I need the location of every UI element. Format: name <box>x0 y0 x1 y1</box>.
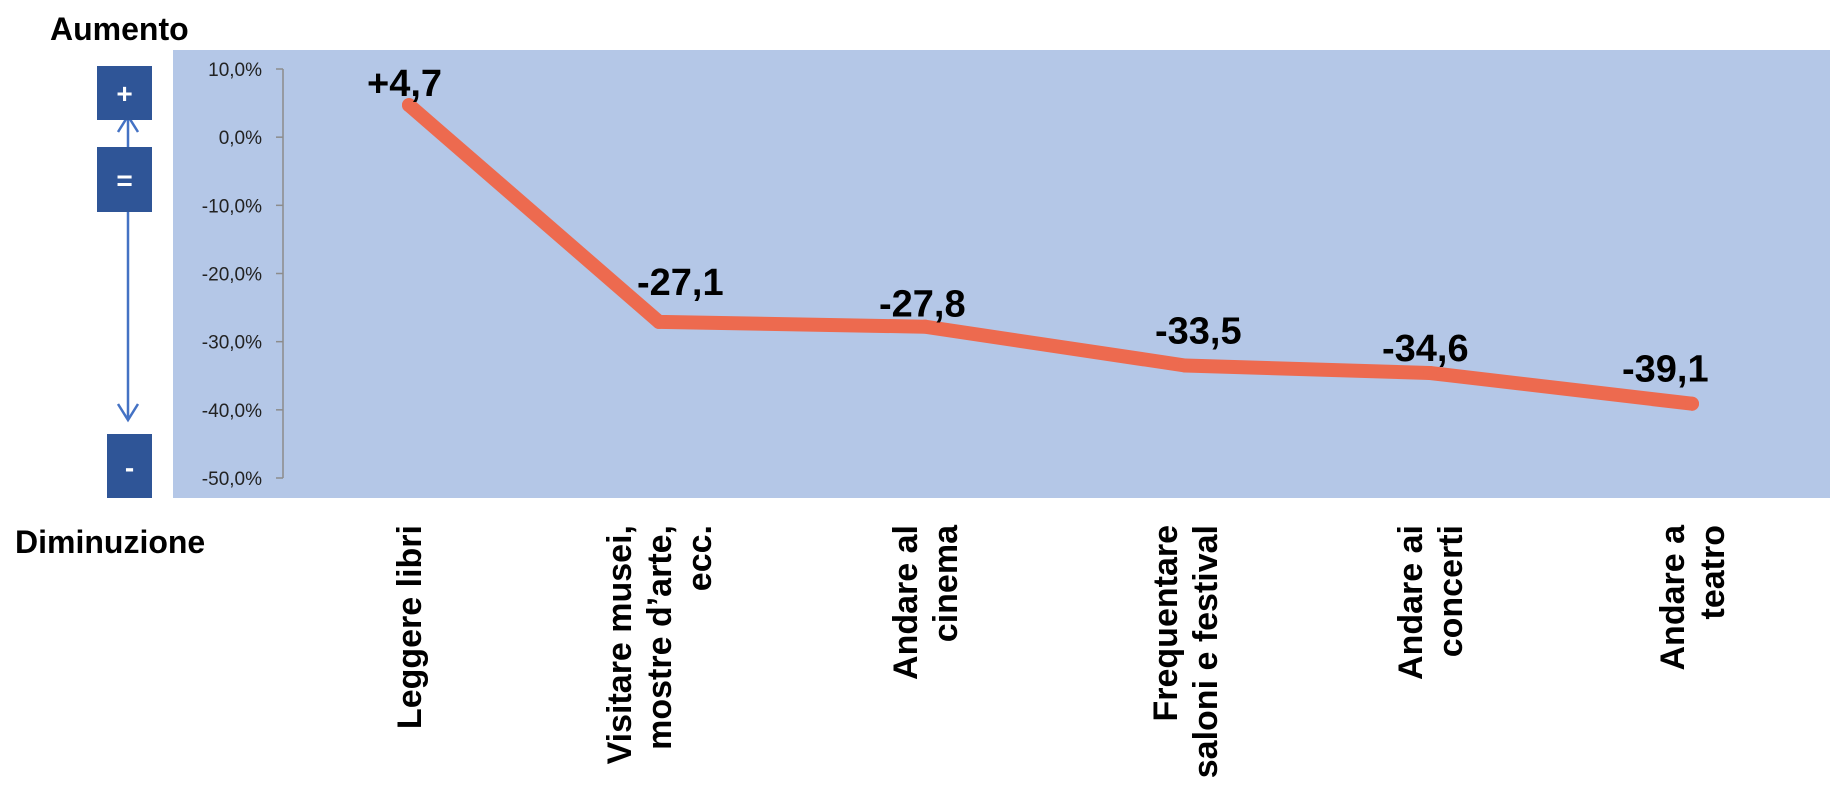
data-label: -27,8 <box>879 284 966 326</box>
data-label: -34,6 <box>1382 328 1469 370</box>
equal-indicator: = <box>97 147 152 212</box>
equal-symbol: = <box>116 165 132 196</box>
data-point <box>1685 396 1699 411</box>
data-label: -33,5 <box>1155 311 1242 353</box>
category-label: Andare aiconcerti <box>1392 525 1470 680</box>
y-tick-label: -40,0% <box>202 401 262 422</box>
plot-area <box>173 50 1830 498</box>
y-axis: 10,0% 0,0% -10,0% -20,0% -30,0% -40,0% -50,0% <box>202 60 284 490</box>
x-axis-categories: Leggere libri Visitare musei,mostre d’art… <box>391 524 1732 778</box>
plus-indicator: + <box>97 66 152 120</box>
category-label: Leggere libri <box>391 525 429 729</box>
category-label: Andare alcinema <box>887 524 965 680</box>
plus-symbol: + <box>116 78 132 109</box>
minus-symbol: - <box>125 452 134 483</box>
data-label: -27,1 <box>637 262 724 304</box>
y-tick-label: -30,0% <box>202 333 262 354</box>
y-tick-label: -50,0% <box>202 469 262 490</box>
data-point <box>918 319 932 334</box>
category-label: Andare ateatro <box>1654 524 1732 671</box>
data-point <box>1178 358 1192 373</box>
data-labels: +4,7 -27,1 -27,8 -33,5 -34,6 -39,1 <box>367 63 1709 411</box>
series-line <box>402 98 1699 411</box>
decrease-label: Diminuzione <box>15 524 205 560</box>
data-point <box>402 98 416 113</box>
minus-indicator: - <box>107 434 152 498</box>
data-label: +4,7 <box>367 63 442 105</box>
y-tick-label: -20,0% <box>202 265 262 286</box>
y-tick-label: -10,0% <box>202 196 262 217</box>
category-label: Frequentaresaloni e festival <box>1147 525 1225 778</box>
y-tick-label: 10,0% <box>208 60 262 81</box>
data-point <box>652 314 666 329</box>
increase-label: Aumento <box>50 11 189 47</box>
data-point <box>1423 366 1437 381</box>
y-tick-label: 0,0% <box>219 128 262 149</box>
data-label: -39,1 <box>1622 349 1709 391</box>
category-label: Visitare musei,mostre d’arte,ecc. <box>601 525 719 764</box>
